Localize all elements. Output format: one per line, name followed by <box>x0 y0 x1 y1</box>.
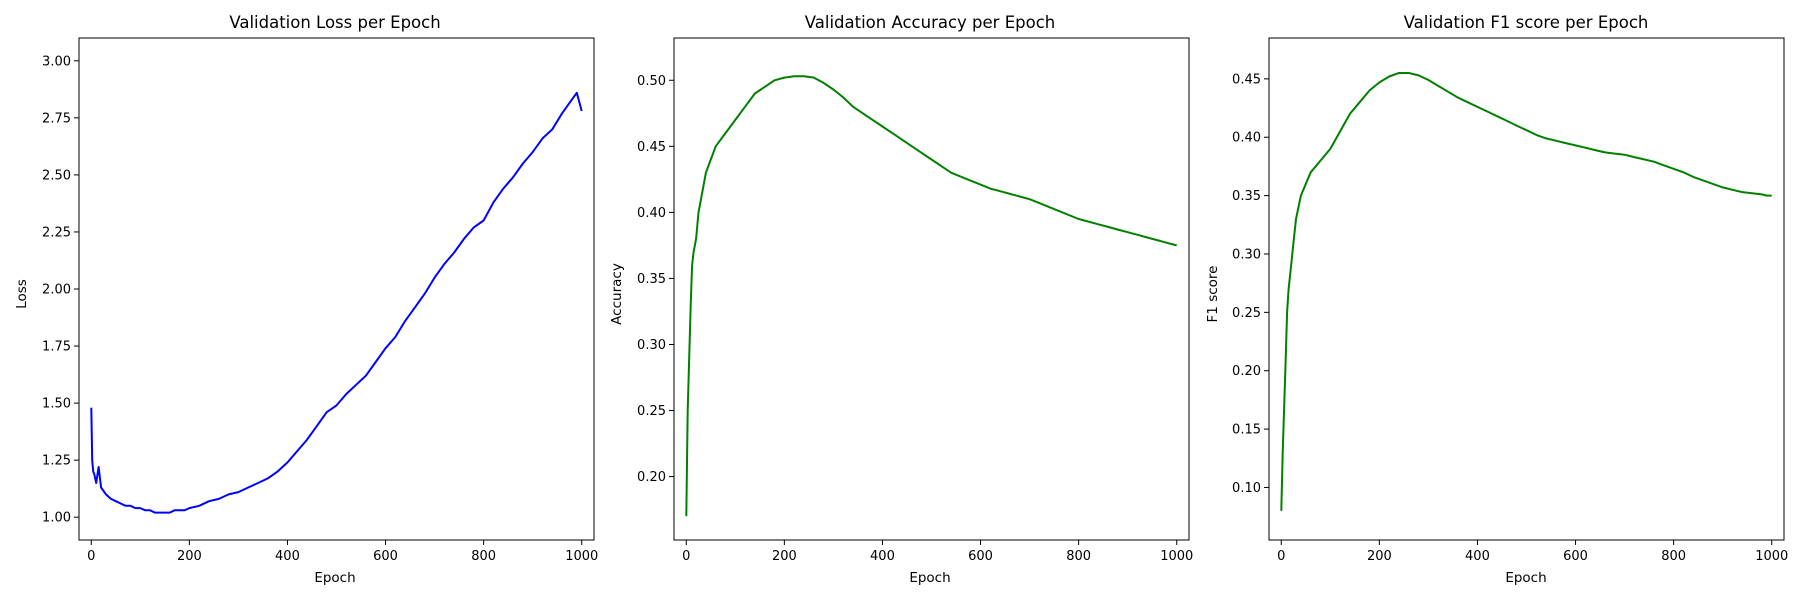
f1-chart-y-tick-label: 0.45 <box>1232 72 1261 87</box>
accuracy-chart-x-tick-label: 200 <box>772 549 797 564</box>
f1-chart-x-tick-label: 400 <box>1465 549 1490 564</box>
f1-chart-x-tick-label: 600 <box>1563 549 1588 564</box>
accuracy-chart-xlabel: Epoch <box>909 570 950 586</box>
loss-chart-y-tick-label: 2.75 <box>42 111 71 126</box>
loss-chart-x-tick-label: 800 <box>471 549 496 564</box>
f1-chart-title: Validation F1 score per Epoch <box>1404 13 1649 32</box>
f1-chart-y-tick-label: 0.35 <box>1232 189 1261 204</box>
loss-chart-x-tick-label: 400 <box>275 549 300 564</box>
loss-chart-x-tick-label: 0 <box>87 549 95 564</box>
f1-chart-y-tick-label: 0.20 <box>1232 364 1261 379</box>
f1-chart-x-tick-label: 1000 <box>1755 549 1788 564</box>
accuracy-chart-series-line <box>685 75 1177 517</box>
f1-chart-y-tick-label: 0.10 <box>1232 481 1261 496</box>
loss-chart-y-tick-label: 2.25 <box>42 225 71 240</box>
accuracy-chart-y-tick-label: 0.30 <box>637 338 666 353</box>
accuracy-chart-y-tick-label: 0.35 <box>637 272 666 287</box>
f1-chart-y-tick-label: 0.25 <box>1232 306 1261 321</box>
accuracy-chart-y-tick-label: 0.20 <box>637 470 666 485</box>
accuracy-chart-y-tick-label: 0.40 <box>637 206 666 221</box>
f1-chart-x-tick-label: 800 <box>1661 549 1686 564</box>
f1-chart-ylabel: F1 score <box>1205 266 1221 323</box>
loss-chart-xlabel: Epoch <box>314 570 355 586</box>
accuracy-chart-title: Validation Accuracy per Epoch <box>805 13 1055 32</box>
f1-chart-frame <box>1268 37 1785 541</box>
accuracy-chart-x-tick-label: 1000 <box>1160 549 1193 564</box>
accuracy-chart-frame <box>673 37 1190 541</box>
accuracy-chart-x-tick-label: 600 <box>968 549 993 564</box>
accuracy-chart: Validation Accuracy per Epoch Epoch Accu… <box>609 13 1193 586</box>
loss-chart-x-tick-label: 200 <box>177 549 202 564</box>
loss-chart-x-tick-label: 600 <box>373 549 398 564</box>
accuracy-chart-x-tick-label: 400 <box>870 549 895 564</box>
loss-chart-frame <box>78 37 595 541</box>
f1-chart-plot: 0 200 400 600 800 1000 0.10 0.15 0.20 0.25 0.30 0.3… <box>1232 37 1788 564</box>
loss-chart-title: Validation Loss per Epoch <box>229 13 440 32</box>
loss-chart-y-tick-label: 2.00 <box>42 283 71 298</box>
loss-chart-y-tick-label: 2.50 <box>42 168 71 183</box>
loss-chart: Validation Loss per Epoch Epoch Loss 0 20… <box>14 13 598 586</box>
loss-chart-y-tick-label: 1.50 <box>42 397 71 412</box>
accuracy-chart-y-tick-label: 0.25 <box>637 404 666 419</box>
f1-chart-y-tick-label: 0.30 <box>1232 247 1261 262</box>
accuracy-chart-y-tick-label: 0.45 <box>637 140 666 155</box>
accuracy-chart-y-tick-label: 0.50 <box>637 74 666 89</box>
loss-chart-y-tick-label: 3.00 <box>42 54 71 69</box>
loss-chart-x-tick-label: 1000 <box>565 549 598 564</box>
loss-chart-series-line <box>90 91 583 514</box>
accuracy-chart-ylabel: Accuracy <box>609 263 625 325</box>
loss-chart-plot: 0 200 400 600 800 1000 1.00 1.25 1.50 1.75 2.00 2.2… <box>42 37 598 564</box>
accuracy-chart-x-tick-label: 800 <box>1066 549 1091 564</box>
accuracy-chart-x-tick-label: 0 <box>682 549 690 564</box>
f1-chart-x-tick-label: 0 <box>1277 549 1285 564</box>
loss-chart-y-tick-label: 1.00 <box>42 511 71 526</box>
f1-chart-xlabel: Epoch <box>1505 570 1546 586</box>
f1-chart-x-tick-label: 200 <box>1367 549 1392 564</box>
loss-chart-y-tick-label: 1.25 <box>42 454 71 469</box>
loss-chart-ylabel: Loss <box>14 279 30 309</box>
loss-chart-y-tick-label: 1.75 <box>42 340 71 355</box>
f1-chart: Validation F1 score per Epoch Epoch F1 s… <box>1205 13 1788 586</box>
f1-chart-y-tick-label: 0.15 <box>1232 423 1261 438</box>
accuracy-chart-plot: 0 200 400 600 800 1000 0.20 0.25 0.30 0.35 0.40 0.4… <box>637 37 1193 564</box>
f1-chart-series-line <box>1280 72 1772 511</box>
f1-chart-y-tick-label: 0.40 <box>1232 131 1261 146</box>
